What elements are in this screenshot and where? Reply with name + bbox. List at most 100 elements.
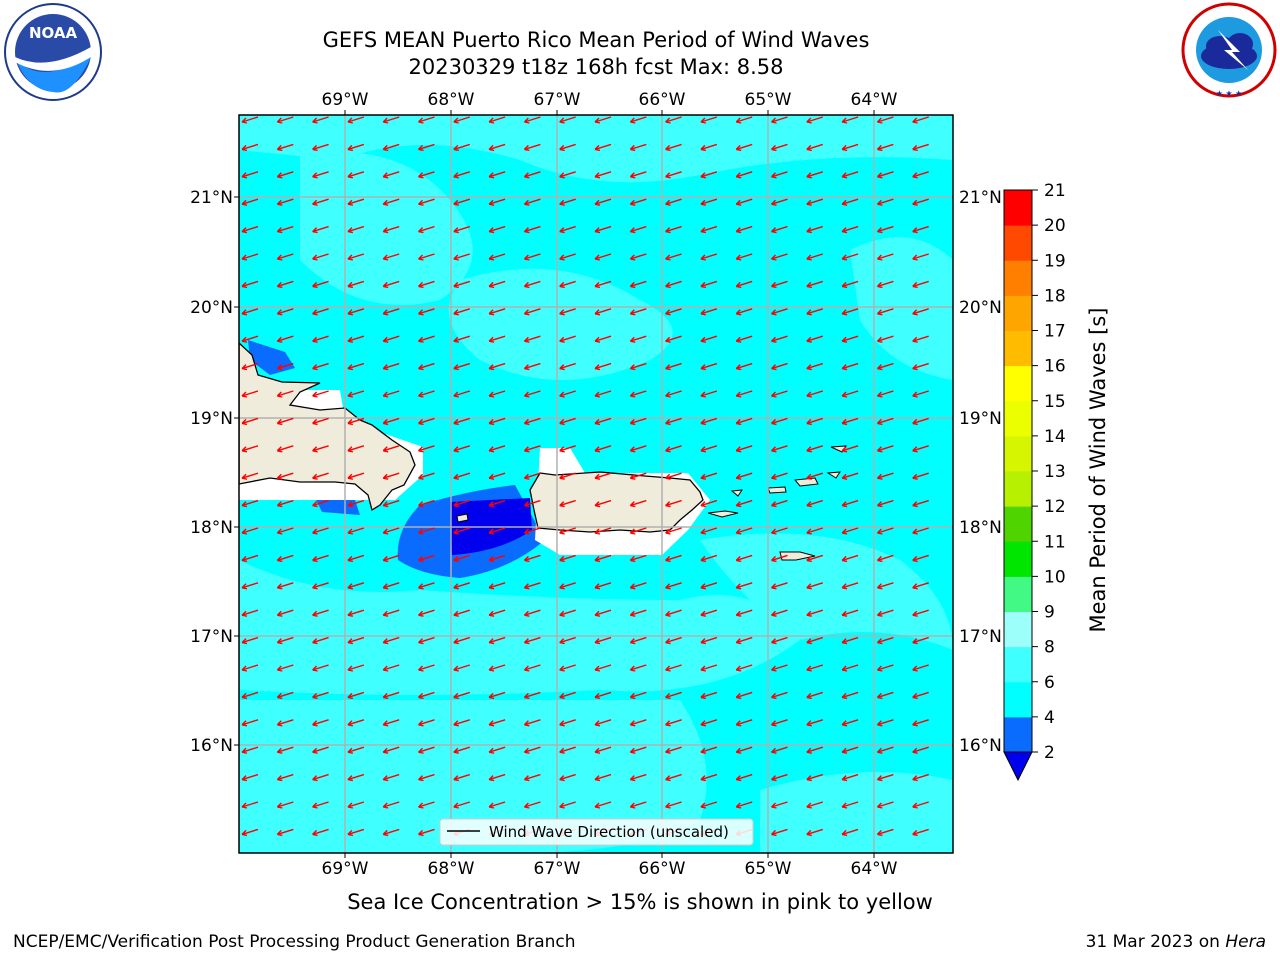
wind-wave-arrow: [594, 362, 612, 371]
wind-wave-arrow: [276, 445, 294, 453]
wind-wave-arrow: [276, 198, 294, 206]
wind-wave-arrow: [841, 362, 859, 371]
wind-wave-arrow: [276, 582, 294, 590]
wind-wave-arrow: [700, 527, 718, 535]
wind-wave-arrow: [700, 225, 718, 234]
wind-wave-arrow: [382, 582, 400, 590]
lon-label: 69°W: [322, 90, 369, 110]
colorbar-tick-label: 14: [1044, 427, 1066, 447]
wind-wave-arrow: [735, 390, 753, 398]
wind-wave-arrow: [735, 116, 753, 124]
wind-wave-arrow: [382, 801, 400, 809]
wind-wave-arrow: [841, 773, 859, 782]
wind-wave-arrow: [876, 417, 894, 426]
lat-label: 18°N: [959, 518, 1002, 538]
wind-wave-arrow: [771, 171, 788, 179]
wind-wave-arrow: [912, 828, 929, 837]
wind-wave-arrow: [735, 445, 753, 453]
colorbar-tick-label: 18: [1044, 286, 1066, 306]
wind-wave-arrow: [876, 472, 894, 480]
wind-wave-arrow: [418, 499, 435, 508]
wind-wave-arrow: [841, 280, 859, 289]
wind-wave-arrow: [523, 362, 541, 371]
wind-wave-arrow: [382, 198, 400, 206]
wind-wave-arrow: [523, 691, 541, 700]
wind-wave-arrow: [771, 691, 788, 700]
wind-wave-arrow: [876, 636, 894, 645]
wind-wave-arrow: [841, 527, 859, 535]
wind-wave-arrow: [382, 664, 400, 672]
wind-wave-arrow: [594, 636, 612, 645]
wind-wave-arrow: [276, 280, 294, 289]
wind-wave-arrow: [347, 746, 365, 754]
wind-wave-arrow: [488, 390, 506, 398]
wind-wave-arrow: [241, 335, 259, 343]
colorbar-tick-label: 2: [1044, 743, 1055, 763]
wind-wave-arrow: [665, 472, 682, 480]
wind-wave-arrow: [418, 143, 435, 152]
wind-wave-arrow: [700, 143, 718, 152]
lon-label: 66°W: [639, 859, 686, 879]
lon-label: 67°W: [534, 859, 581, 879]
lat-label: 16°N: [959, 736, 1002, 756]
lon-labels-top: 69°W 68°W 67°W 66°W 65°W 64°W: [322, 90, 898, 110]
wind-wave-arrow: [700, 417, 718, 426]
wind-wave-arrow: [523, 636, 541, 645]
wind-wave-arrow: [771, 554, 788, 563]
wind-wave-arrow: [629, 773, 647, 782]
wind-wave-arrow: [700, 636, 718, 645]
wind-wave-arrow: [559, 225, 576, 234]
wind-wave-arrow: [418, 636, 435, 645]
wind-wave-arrow: [418, 280, 435, 289]
wind-wave-arrow: [453, 253, 471, 261]
wind-wave-arrow: [841, 719, 859, 727]
wind-wave-arrow: [771, 719, 788, 727]
wind-wave-arrow: [700, 472, 718, 480]
wind-wave-arrow: [771, 116, 788, 124]
wind-wave-arrow: [453, 773, 471, 782]
wind-wave-arrow: [241, 225, 259, 234]
wind-wave-arrow: [488, 472, 506, 480]
wind-wave-arrow: [312, 773, 329, 782]
colorbar-tick-label: 19: [1044, 251, 1066, 271]
wind-wave-arrow: [594, 664, 612, 672]
wind-wave-arrow: [806, 527, 824, 535]
wind-wave-arrow: [276, 554, 294, 563]
wind-wave-arrow: [347, 664, 365, 672]
wind-wave-arrow: [382, 445, 400, 453]
wind-wave-arrow: [876, 746, 894, 754]
wind-wave-arrow: [559, 445, 576, 453]
wind-wave-arrow: [735, 308, 753, 316]
wind-wave-arrow: [418, 554, 435, 563]
wind-wave-arrow: [523, 445, 541, 453]
wind-wave-arrow: [771, 527, 788, 535]
wind-wave-arrow: [276, 719, 294, 727]
wind-wave-arrow: [665, 445, 682, 453]
wind-wave-arrow: [382, 253, 400, 261]
lon-label: 68°W: [428, 859, 475, 879]
wind-wave-arrow: [276, 527, 294, 535]
wind-wave-arrow: [523, 253, 541, 261]
colorbar-label: Mean Period of Wind Waves [s]: [1086, 308, 1110, 633]
wind-wave-arrow: [453, 225, 471, 234]
wind-wave-arrow: [523, 280, 541, 289]
wind-wave-arrow: [418, 664, 435, 672]
wind-wave-arrow: [665, 582, 682, 590]
sea-ice-note: Sea Ice Concentration > 15% is shown in …: [347, 890, 933, 914]
wind-wave-arrow: [453, 636, 471, 645]
wind-wave-arrow: [806, 828, 824, 837]
lat-label: 18°N: [190, 518, 233, 538]
wind-wave-arrow: [700, 554, 718, 563]
wind-wave-arrow: [629, 225, 647, 234]
wind-wave-arrow: [347, 582, 365, 590]
wind-wave-arrow: [488, 636, 506, 645]
wind-wave-arrow: [523, 801, 541, 809]
colorbar-tick-label: 13: [1044, 462, 1066, 482]
wind-wave-arrow: [453, 554, 471, 563]
wind-wave-arrow: [347, 362, 365, 371]
wind-wave-arrow: [735, 636, 753, 645]
wind-wave-arrow: [735, 417, 753, 426]
wind-wave-arrow: [276, 664, 294, 672]
wind-wave-arrow: [488, 198, 506, 206]
wind-wave-arrow: [559, 116, 576, 124]
